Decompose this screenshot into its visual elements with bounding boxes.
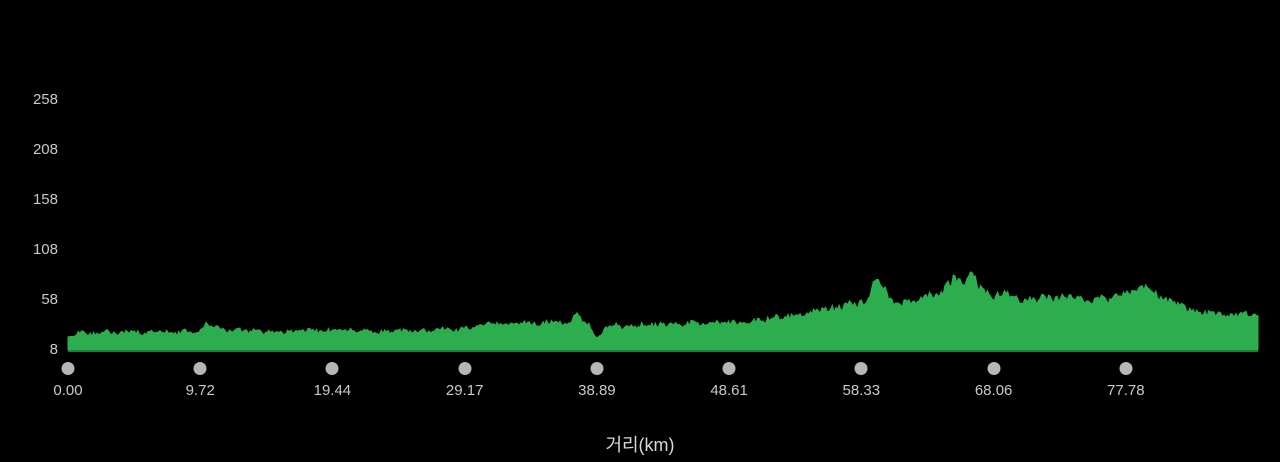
x-tick-marker[interactable] (193, 362, 207, 375)
x-tick-marker[interactable] (458, 362, 472, 375)
x-tick-label: 77.78 (1107, 382, 1145, 399)
y-tick-label: 58 (41, 291, 58, 308)
x-tick-marker[interactable] (987, 362, 1001, 375)
x-tick-label: 9.72 (185, 382, 215, 399)
y-tick-label: 258 (32, 91, 58, 108)
x-axis-title: 거리(km) (605, 435, 675, 455)
x-tick-label: 58.33 (842, 382, 881, 399)
y-tick-label: 158 (32, 191, 58, 208)
elevation-area-fill (67, 271, 1259, 351)
baseline-rule (68, 350, 1258, 352)
y-tick-label: 208 (32, 141, 58, 158)
x-tick-label: 68.06 (974, 382, 1013, 399)
x-tick-marker[interactable] (722, 362, 736, 375)
x-tick-marker[interactable] (854, 362, 868, 375)
x-tick-marker[interactable] (590, 362, 604, 375)
y-tick-label: 8 (49, 341, 58, 358)
x-tick-label: 0.00 (53, 382, 83, 399)
x-tick-label: 29.17 (445, 382, 484, 399)
x-tick-label: 38.89 (578, 382, 616, 399)
x-tick-marker[interactable] (1119, 362, 1133, 375)
x-tick-label: 48.61 (710, 382, 748, 399)
x-tick-marker[interactable] (325, 362, 339, 375)
x-tick-label: 19.44 (313, 382, 352, 399)
x-tick-marker[interactable] (61, 362, 75, 375)
y-tick-label: 108 (32, 241, 58, 258)
